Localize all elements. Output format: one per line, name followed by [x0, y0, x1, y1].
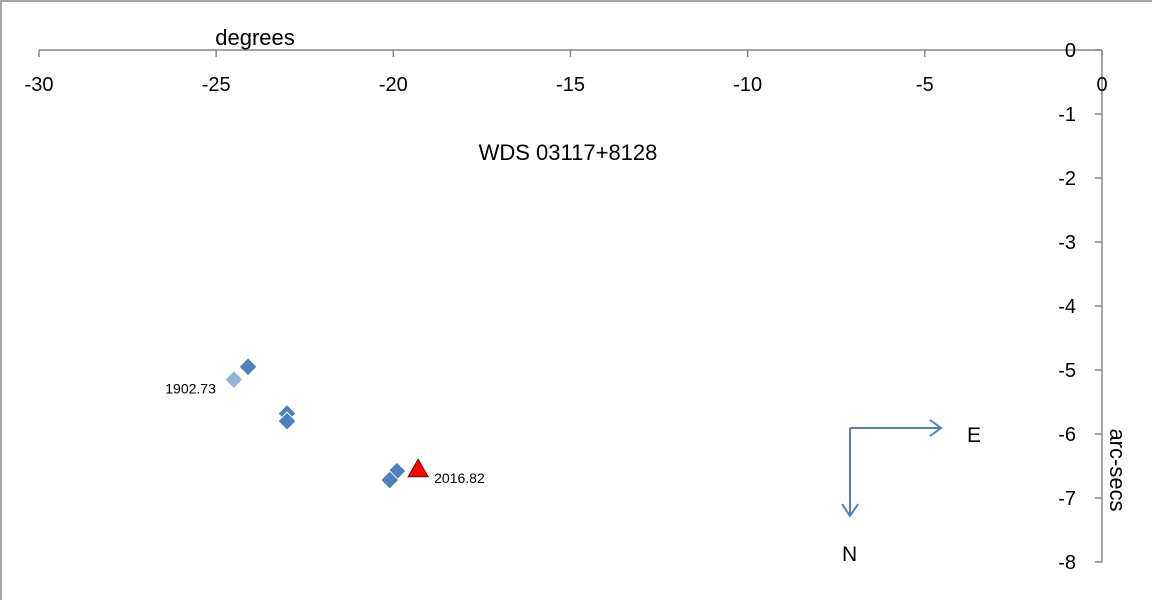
y-tick-label: -5	[1058, 360, 1076, 382]
y-tick-label: -4	[1058, 296, 1076, 318]
tick-labels: -30 -25 -20 -15 -10 -5 00 -1 -2 -3 -4 -5 -6 -7 -8	[25, 40, 1108, 574]
y-axis-title: arc-secs	[1105, 428, 1130, 511]
data-point-diamond	[238, 357, 258, 377]
data-point-triangle	[407, 458, 429, 478]
data-point-label: 2016.82	[434, 470, 485, 486]
y-tick-label: -7	[1058, 488, 1076, 510]
data-labels: 1902.73 2016.82	[165, 381, 485, 487]
data-point-diamond	[277, 411, 297, 431]
data-point-diamond	[224, 369, 244, 390]
x-tick-label: -15	[556, 74, 585, 96]
north-arrow-head-icon	[841, 503, 859, 518]
y-tick-label: -1	[1058, 104, 1076, 126]
y-tick-label: -8	[1058, 552, 1076, 574]
axes	[38, 49, 1103, 563]
y-tick-label: -6	[1058, 424, 1076, 446]
chart-title: WDS 03117+8128	[479, 140, 658, 165]
y-tick-label: -3	[1058, 232, 1076, 254]
x-tick-label: -10	[733, 74, 762, 96]
x-tick-label: 0	[1096, 74, 1107, 96]
east-label: E	[967, 424, 981, 447]
compass: E N	[841, 419, 981, 566]
north-label: N	[842, 543, 857, 566]
data-point-diamond	[380, 470, 400, 490]
data-point-label: 1902.73	[165, 381, 216, 397]
x-axis-title: degrees	[215, 25, 295, 50]
y-tick-label: 0	[1065, 40, 1076, 62]
x-tick-label: -5	[916, 74, 934, 96]
y-tick-label: -2	[1058, 168, 1076, 190]
x-tick-label: -20	[379, 74, 408, 96]
x-tick-label: -30	[25, 74, 54, 96]
data-points	[224, 357, 429, 490]
x-tick-label: -25	[202, 74, 231, 96]
east-arrow-head-icon	[929, 419, 943, 437]
